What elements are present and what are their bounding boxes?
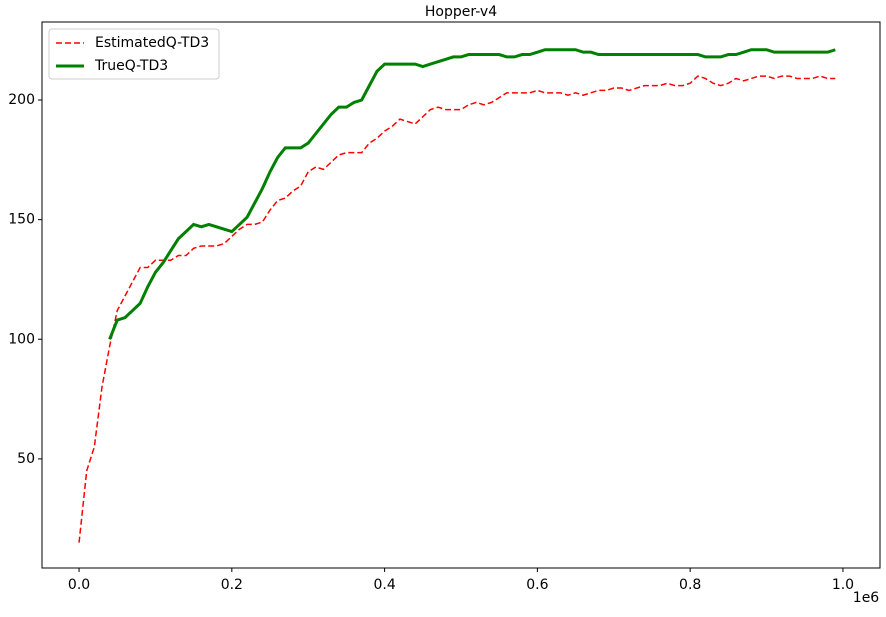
x-tick-label: 1.0 xyxy=(832,577,854,593)
x-tick-label: 0.2 xyxy=(221,577,243,593)
y-tick-label: 200 xyxy=(8,92,35,108)
line-series xyxy=(108,48,836,340)
x-tick-label: 0.6 xyxy=(526,577,548,593)
chart-title: Hopper-v4 xyxy=(425,4,497,20)
legend-label: EstimatedQ-TD3 xyxy=(95,35,209,51)
x-tick-label: 0.8 xyxy=(679,577,701,593)
legend: EstimatedQ-TD3 TrueQ-TD3 xyxy=(48,28,220,80)
x-offset-label: 1e6 xyxy=(853,590,880,606)
y-tick-label: 50 xyxy=(17,451,35,467)
x-tick-label: 0.0 xyxy=(68,577,90,593)
x-tick-label: 0.4 xyxy=(373,577,395,593)
legend-box xyxy=(48,28,220,80)
y-tick-label: 100 xyxy=(8,331,35,347)
plot-frame xyxy=(41,21,881,569)
line-series xyxy=(78,75,836,543)
legend-label: TrueQ-TD3 xyxy=(94,58,168,74)
y-tick-label: 150 xyxy=(8,212,35,228)
